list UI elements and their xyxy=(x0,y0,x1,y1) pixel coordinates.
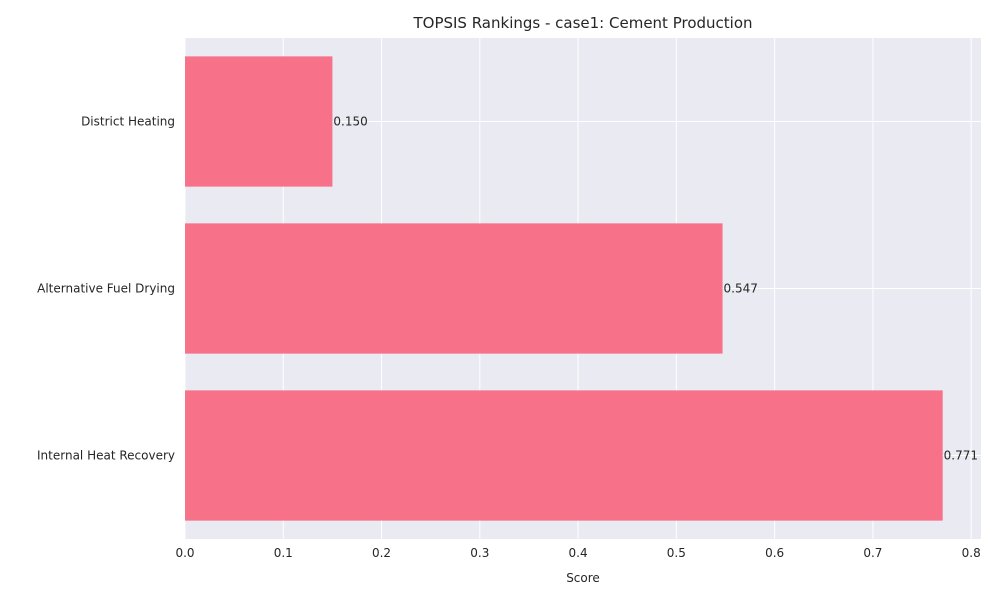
bar-value-label: 0.150 xyxy=(333,115,367,129)
x-tick-label: 0.6 xyxy=(765,546,784,560)
x-axis-label: Score xyxy=(566,571,600,585)
x-tick-label: 0.8 xyxy=(962,546,981,560)
bar xyxy=(185,56,333,187)
bar xyxy=(185,390,943,521)
y-tick-label: Internal Heat Recovery xyxy=(37,449,175,463)
x-tick-labels: 0.0 0.1 0.2 0.3 0.4 0.5 0.6 0.7 0.8 xyxy=(175,546,980,560)
y-tick-labels: District Heating Alternative Fuel Drying I… xyxy=(37,115,175,463)
bars xyxy=(185,56,943,521)
x-tick-label: 0.5 xyxy=(667,546,686,560)
data-labels: 0.150 0.547 0.771 xyxy=(333,115,978,463)
x-tick-label: 0.2 xyxy=(372,546,391,560)
x-tick-label: 0.1 xyxy=(274,546,293,560)
x-tick-label: 0.0 xyxy=(175,546,194,560)
x-tick-label: 0.3 xyxy=(470,546,489,560)
bar-value-label: 0.771 xyxy=(944,449,978,463)
y-tick-label: District Heating xyxy=(81,115,175,129)
y-tick-label: Alternative Fuel Drying xyxy=(37,282,175,296)
bar-value-label: 0.547 xyxy=(724,282,758,296)
chart-title: TOPSIS Rankings - case1: Cement Producti… xyxy=(412,14,752,32)
bar xyxy=(185,223,723,354)
x-tick-label: 0.7 xyxy=(863,546,882,560)
x-tick-label: 0.4 xyxy=(569,546,588,560)
